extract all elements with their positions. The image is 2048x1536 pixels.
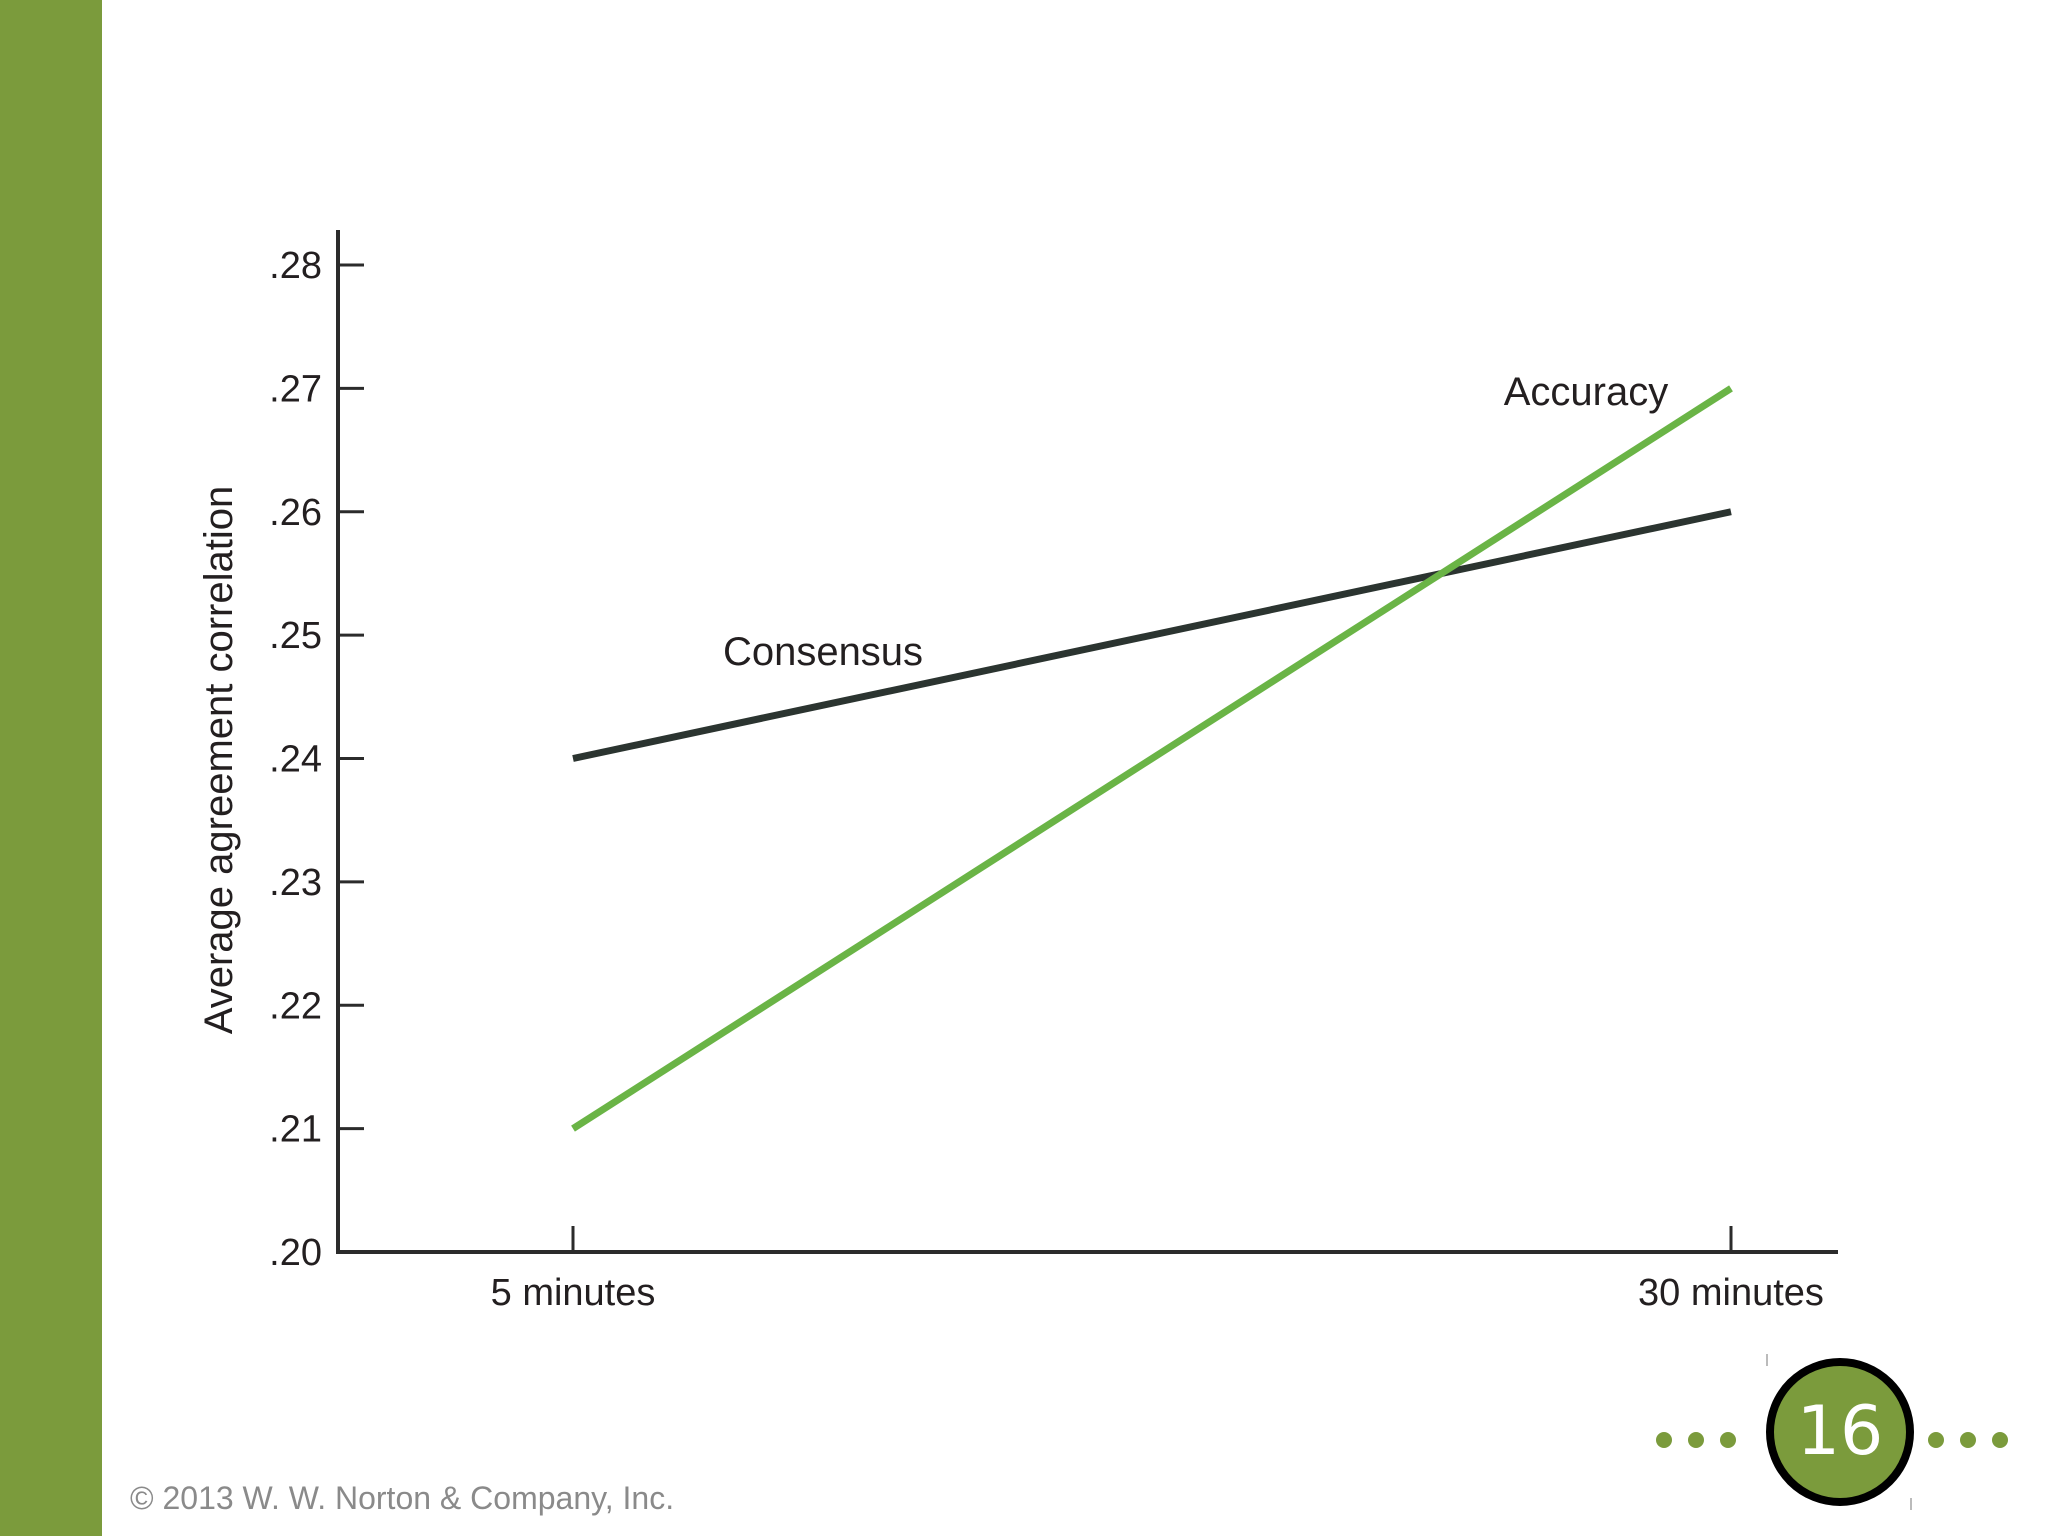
copyright-notice: © 2013 W. W. Norton & Company, Inc. [130,1480,675,1516]
series-label-consensus: Consensus [723,630,923,674]
x-axis-ticks: 5 minutes 30 minutes [491,1226,1824,1314]
decorative-dot [1688,1432,1704,1448]
series-label-accuracy: Accuracy [1504,370,1669,414]
decorative-dot [1960,1432,1976,1448]
series-line-consensus [572,508,1732,762]
decorative-dot [1928,1432,1944,1448]
y-tick-label: .25 [269,615,322,657]
y-axis-ticks: .20 .21 .22 .23 .24 .25 .26 .27 .28 [269,245,364,1274]
series-line-accuracy [571,385,1733,1132]
y-axis-title: Average agreement correlation [197,486,241,1034]
decorative-dot [1992,1432,2008,1448]
y-tick-label: .23 [269,862,322,904]
decorative-dot [1656,1432,1672,1448]
decorative-dot [1720,1432,1736,1448]
chart-series: Consensus Accuracy [571,370,1733,1132]
y-tick-label: .22 [269,985,322,1027]
y-tick-label: .28 [269,245,322,287]
page-number-badge: 16 [1766,1358,1914,1506]
x-tick-label: 5 minutes [491,1272,656,1314]
left-accent-band [0,0,102,1536]
badge-rule-bottom [1910,1498,1912,1510]
page-number: 16 [1796,1392,1884,1471]
x-tick-label: 30 minutes [1638,1272,1824,1314]
badge-rule-top [1766,1354,1768,1366]
y-tick-label: .27 [269,368,322,410]
y-tick-label: .21 [269,1109,322,1151]
y-tick-label: .26 [269,492,322,534]
y-tick-label: .24 [269,739,322,781]
y-tick-label: .20 [269,1232,322,1274]
chart-axes [336,230,1838,1254]
